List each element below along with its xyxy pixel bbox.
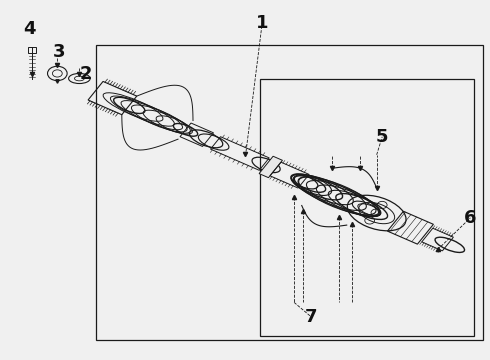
Text: 4: 4	[23, 20, 36, 38]
Polygon shape	[259, 156, 282, 178]
Text: 3: 3	[52, 43, 65, 61]
Text: 1: 1	[256, 14, 269, 32]
Text: 2: 2	[79, 65, 92, 83]
Bar	[28, 47, 36, 53]
Bar	[96, 45, 483, 340]
Text: 5: 5	[376, 128, 389, 146]
Text: 7: 7	[305, 308, 318, 326]
Text: 6: 6	[464, 209, 477, 227]
